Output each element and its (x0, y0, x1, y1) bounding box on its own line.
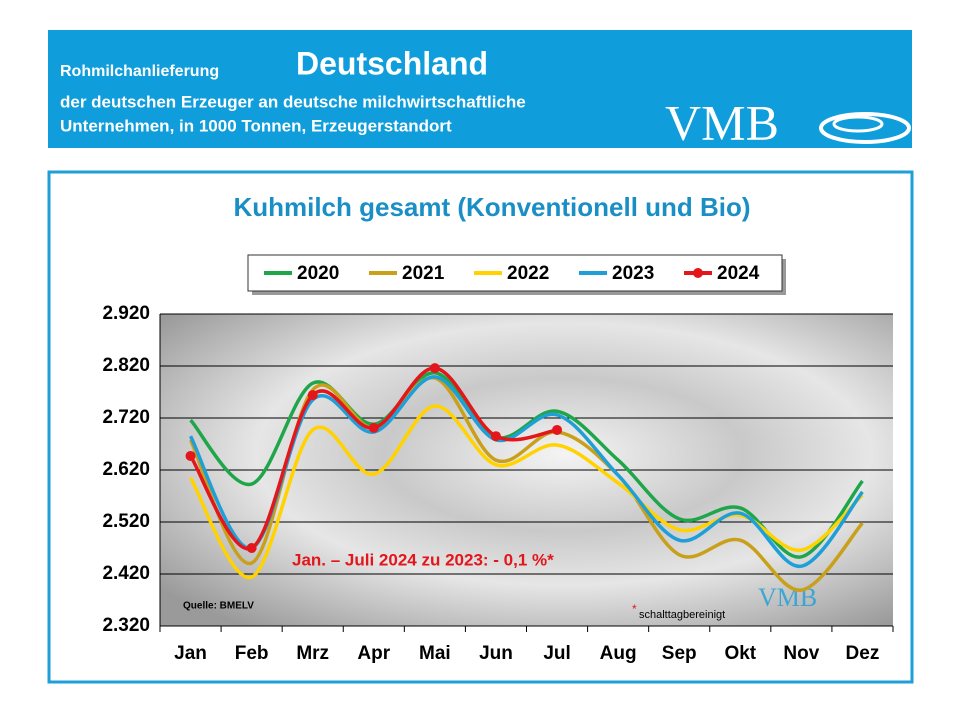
logo-swoosh (832, 115, 884, 133)
legend-label: 2022 (507, 263, 549, 284)
x-tick-label: Okt (724, 643, 756, 664)
x-tick-label: Jul (543, 643, 570, 664)
series-line (189, 404, 864, 579)
y-tick-label: 2.520 (102, 511, 150, 532)
y-tick-label: 2.820 (102, 355, 150, 376)
x-tick-label: Jan (174, 643, 207, 664)
y-tick-label: 2.620 (102, 459, 150, 480)
y-tick-label: 2.920 (102, 303, 150, 324)
chart-title: Kuhmilch gesamt (Konventionell und Bio) (233, 192, 750, 222)
y-tick-label: 2.720 (102, 407, 150, 428)
y-tick-label: 2.320 (102, 615, 150, 636)
legend-label: 2024 (717, 263, 760, 284)
footnote: schalttagbereinigt (639, 609, 725, 621)
legend-label: 2021 (402, 263, 445, 284)
x-tick-label: Apr (357, 643, 390, 664)
legend-label: 2020 (297, 263, 339, 284)
point (185, 450, 196, 461)
header-box (48, 30, 912, 148)
header-title: Deutschland (296, 45, 488, 81)
header-text: der deutschen Erzeuger an deutsche milch… (60, 92, 526, 111)
header-text: Unternehmen, in 1000 Tonnen, Erzeugersta… (60, 116, 452, 135)
x-tick-label: Dez (846, 643, 880, 664)
x-tick-label: Aug (600, 643, 637, 664)
point (307, 390, 318, 401)
x-tick-label: Mrz (296, 643, 329, 664)
header-text: Rohmilchanlieferung (60, 63, 219, 80)
point (552, 424, 563, 435)
point (246, 543, 257, 553)
point (368, 422, 379, 433)
x-tick-label: Sep (662, 643, 697, 664)
y-tick-label: 2.420 (102, 563, 150, 584)
source: Quelle: BMELV (183, 601, 254, 612)
point (429, 363, 440, 374)
x-tick-label: Jun (479, 643, 513, 664)
logo-swoosh (819, 112, 911, 144)
annotation: Jan. – Juli 2024 zu 2023: - 0,1 %* (292, 550, 554, 569)
logo: VMB (665, 94, 779, 150)
point (490, 431, 501, 442)
footnote-marker: * (632, 602, 637, 616)
x-tick-label: Nov (783, 643, 819, 664)
series-line (189, 371, 864, 559)
legend-marker (693, 268, 703, 278)
x-tick-label: Feb (235, 643, 269, 664)
x-tick-label: Mai (419, 643, 451, 664)
legend-label: 2023 (612, 263, 654, 284)
